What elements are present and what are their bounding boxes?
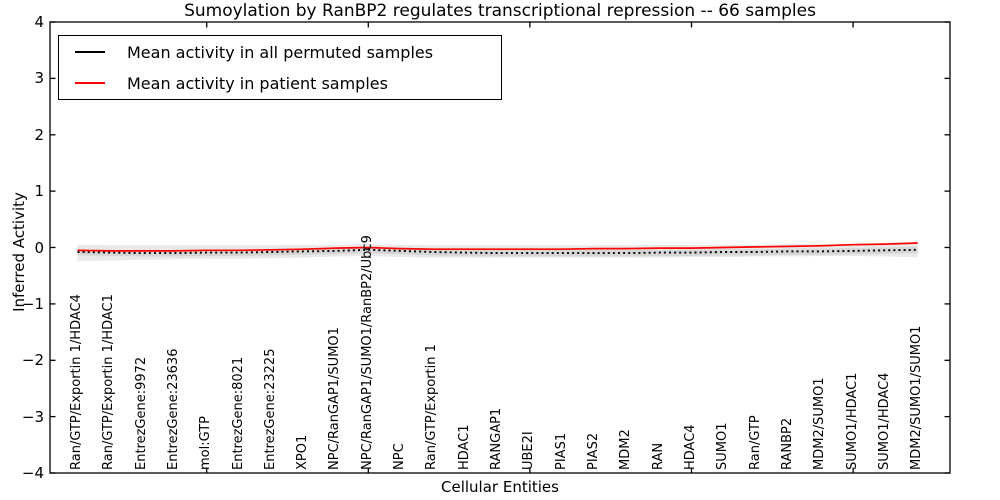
x-category-label: NPC: [392, 443, 408, 470]
x-category-label: PIAS2: [586, 432, 602, 470]
permuted-line-icon: [75, 51, 105, 53]
y-tick-label: −4: [21, 464, 44, 482]
x-category-label: PIAS1: [553, 432, 569, 470]
x-category-label: MDM2/SUMO1/SUMO1: [909, 325, 925, 470]
x-category-label: Ran/GTP/Exportin 1: [424, 344, 440, 470]
legend-label-permuted: Mean activity in all permuted samples: [127, 42, 434, 62]
x-category-label: XPO1: [295, 434, 311, 470]
x-category-label: NPC/RanGAP1/SUMO1/RanBP2/Ubc9: [359, 235, 375, 470]
x-category-label: SUMO1/HDAC1: [844, 372, 860, 470]
legend: Mean activity in all permuted samples Me…: [58, 35, 502, 100]
y-tick-label: 2: [34, 125, 44, 144]
x-category-label: UBE2I: [521, 431, 537, 470]
y-tick-label: 3: [34, 69, 44, 88]
patient-mean-line: [77, 242, 918, 252]
x-category-label: Ran/GTP/Exportin 1/HDAC1: [101, 294, 117, 470]
y-tick-label: −3: [21, 407, 44, 426]
x-category-label: EntrezGene:8021: [230, 356, 246, 470]
x-category-label: NPC/RanGAP1/SUMO1: [327, 327, 343, 470]
x-category-label: MDM2: [618, 429, 634, 470]
x-category-label: RANBP2: [779, 417, 795, 470]
x-category-label: mol:GTP: [198, 416, 214, 470]
legend-entry-permuted: Mean activity in all permuted samples: [59, 39, 501, 66]
x-category-label: HDAC4: [682, 424, 698, 470]
x-category-label: EntrezGene:9972: [133, 356, 149, 470]
x-axis-label: Cellular Entities: [441, 478, 559, 496]
x-category-label: SUMO1/HDAC4: [876, 372, 892, 470]
x-category-label: HDAC1: [456, 424, 472, 470]
x-category-label: RANGAP1: [489, 407, 505, 470]
y-tick-label: 1: [34, 182, 44, 201]
y-tick-label: 0: [34, 238, 44, 257]
legend-entry-patient: Mean activity in patient samples: [59, 70, 501, 97]
y-tick-label: 4: [34, 13, 44, 31]
chart-title: Sumoylation by RanBP2 regulates transcri…: [184, 1, 816, 21]
x-category-label: SUMO1: [715, 422, 731, 471]
x-category-label: RAN: [650, 442, 666, 470]
x-category-label: Ran/GTP/Exportin 1/HDAC4: [68, 294, 84, 470]
patient-line-icon: [75, 82, 105, 84]
x-category-label: EntrezGene:23636: [165, 348, 181, 470]
x-category-label: MDM2/SUMO1: [812, 377, 828, 470]
y-tick-label: −1: [21, 294, 44, 313]
legend-label-patient: Mean activity in patient samples: [127, 73, 388, 93]
y-tick-label: −2: [21, 351, 44, 370]
x-category-label: Ran/GTP: [747, 415, 763, 470]
x-category-label: EntrezGene:23225: [262, 348, 278, 470]
permuted-mean-line: [77, 248, 918, 255]
